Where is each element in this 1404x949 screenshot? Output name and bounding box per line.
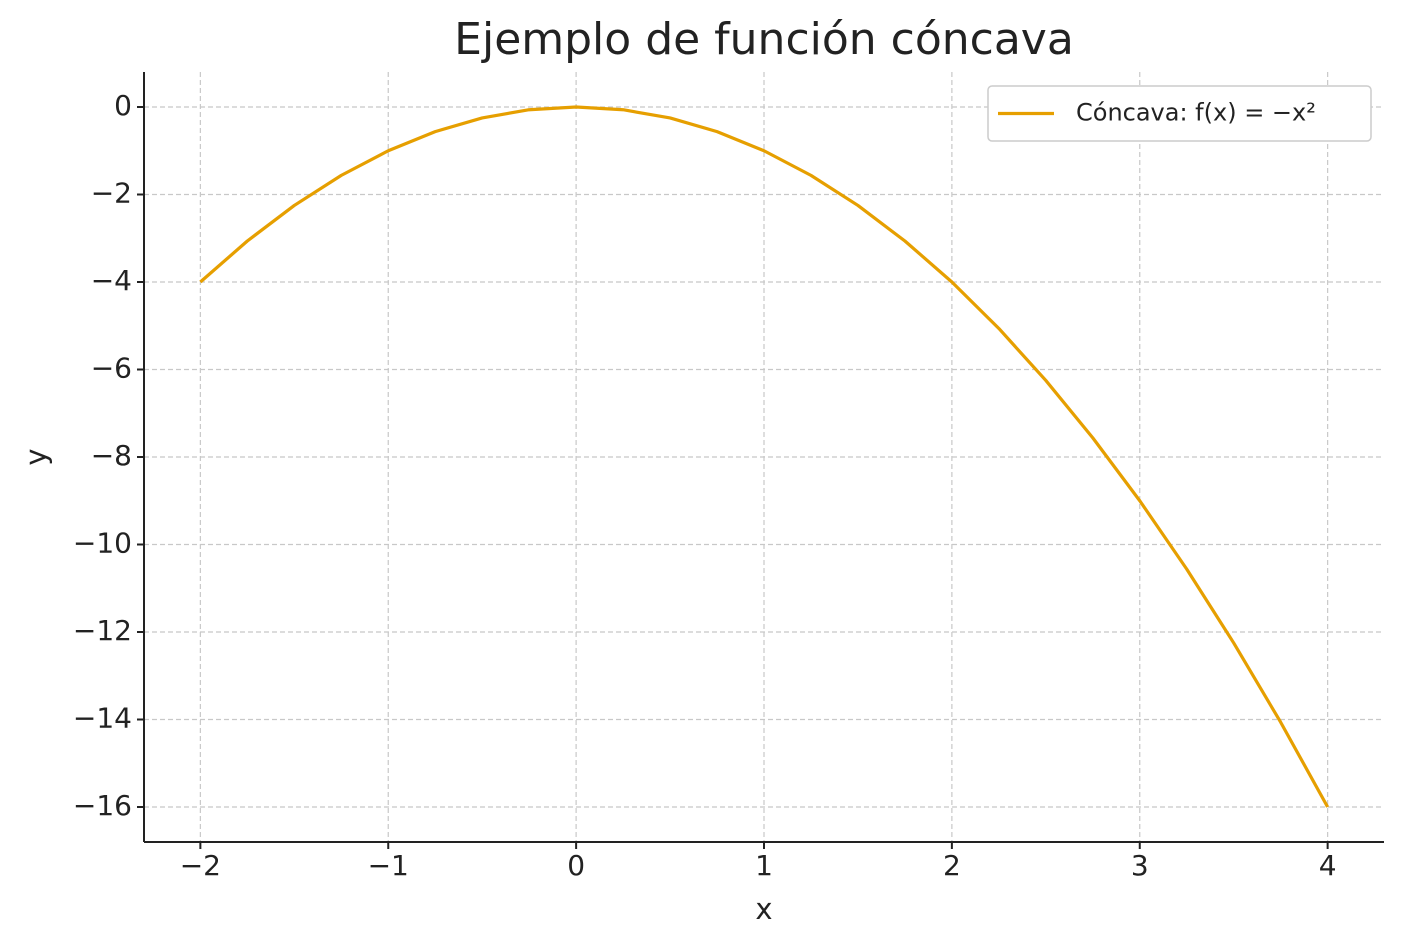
- y-tick-label: −12: [73, 614, 132, 647]
- y-tick-label: −4: [91, 264, 132, 297]
- y-tick-label: −6: [91, 352, 132, 385]
- y-axis-label: y: [19, 448, 53, 465]
- y-tick-label: −16: [73, 789, 132, 822]
- legend-label: Cóncava: f(x) = −x²: [1076, 99, 1316, 127]
- x-tick-label: −1: [368, 849, 409, 882]
- y-tick-label: 0: [114, 89, 132, 122]
- x-tick-label: 0: [567, 849, 585, 882]
- y-tick-label: −8: [91, 439, 132, 472]
- x-axis-label: x: [755, 892, 772, 926]
- x-tick-label: 1: [755, 849, 773, 882]
- x-tick-label: −2: [180, 849, 221, 882]
- data-line: [199, 105, 1330, 808]
- chart-title: Ejemplo de función cóncava: [454, 14, 1074, 65]
- y-tick-label: −14: [73, 702, 132, 735]
- x-tick-label: 4: [1319, 849, 1337, 882]
- legend-box: [987, 85, 1372, 142]
- y-tick-label: −10: [73, 527, 132, 560]
- x-tick-label: 3: [1131, 849, 1149, 882]
- y-tick-label: −2: [91, 177, 132, 210]
- x-tick-label: 2: [943, 849, 961, 882]
